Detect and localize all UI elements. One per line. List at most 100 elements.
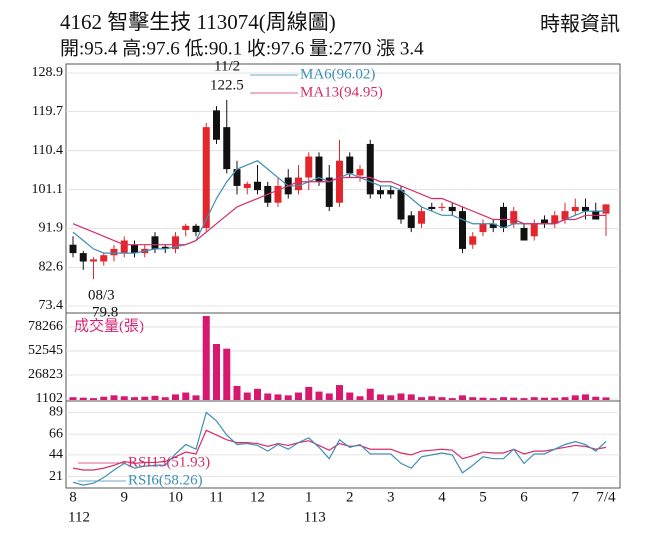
volume-bar [264,393,272,400]
volume-bar [438,397,446,400]
y-tick-label: 78266 [28,319,63,334]
volume-bar [459,395,466,400]
volume-bar [489,398,497,400]
candle-body [100,255,108,262]
volume-bar [182,392,190,400]
candle-body [274,185,282,203]
volume-bar [356,396,364,400]
x-tick-label: 5 [479,489,487,505]
volume-bar [305,386,313,400]
candle-body [192,225,200,233]
candle-body [479,223,487,233]
x-tick-label: 11 [209,489,223,505]
volume-bar [346,392,354,400]
x-tick-label: 9 [121,489,129,505]
source: 時報資訊 [540,13,620,36]
candle-body [356,169,364,176]
line [72,411,607,486]
y-tick-label: 119.7 [32,104,63,119]
volume-bar [602,397,610,400]
x-tick-label: 6 [520,489,528,505]
candle-body [295,177,302,191]
volume-bar [397,393,405,400]
volume-bar [551,397,559,400]
candle-body [387,190,395,195]
x-tick-label: 7/4 [596,489,616,505]
y-tick-label: 91.9 [39,221,64,236]
candle-body [325,177,333,207]
candle-body [151,236,159,249]
frame [65,63,621,489]
legend-label: MA6(96.02) [300,66,375,82]
candle-body [377,190,384,195]
volume-bar [192,395,200,400]
candle-body [315,156,323,182]
candle-body [366,143,374,195]
candle-body [69,244,77,254]
volume-bar [530,397,538,400]
candle-body [428,206,436,210]
y-tick-label: 82.6 [39,260,64,275]
volume-bar [592,396,600,400]
annotation: 08/3 [88,287,115,303]
volume-bar [172,394,179,400]
volume-bar [243,392,251,400]
candle-body [489,223,497,228]
volume-bar [377,394,384,400]
volume-bar [366,388,374,400]
volume-bar [254,388,261,400]
legend-label: RSI13(51.93) [128,454,210,470]
candle-body [510,211,518,224]
volume-bar [520,398,528,400]
volume-bar [223,348,231,400]
volume-bar [79,397,87,400]
candle-body [243,183,251,189]
summary: 開:95.4 高:97.6 低:90.1 收:97.6 量:2770 漲 3.4 [60,37,424,59]
volume-bar [161,397,169,400]
annotation: 122.5 [210,77,244,93]
volume-bar [131,397,138,400]
y-tick-label: 66 [49,426,63,441]
volume-bar [274,394,282,400]
candle-body [541,219,548,224]
candle-body [407,215,415,228]
legend-label: RSI6(58.26) [128,472,203,488]
volume-bar [428,396,436,400]
x-tick-label: 10 [168,489,183,505]
volume-label: 成交量(張) [74,316,144,334]
y-tick-label: 101.1 [32,182,64,197]
candle-body [233,169,241,186]
candle-body [448,206,456,212]
annotation: 79.8 [92,304,118,320]
y-tick-label: 128.9 [32,65,64,80]
y-tick-label: 44 [49,447,63,462]
candle-body [254,181,261,191]
candle-body [182,225,190,231]
line [72,429,607,471]
x-tick-label: 8 [69,489,77,505]
candle-body [602,204,610,214]
y-tick-label: 110.4 [32,143,63,158]
y-tick-label: 1102 [36,391,63,406]
x-tick-label: 3 [387,489,395,505]
volume-bar [582,394,589,400]
volume-bar [407,394,415,400]
candle-body [120,240,128,254]
candle-body [110,248,118,256]
volume-bar [151,395,159,400]
chart-title: 4162 智擊生技 113074(周線圖) [60,10,336,34]
volume-bar [325,393,333,400]
volume-bar [448,398,456,400]
x-year-label: 113 [304,509,326,525]
candle-body [469,236,477,245]
volume-bar [561,397,569,400]
y-tick-label: 52545 [28,343,63,358]
volume-bar [100,396,108,400]
y-tick-label: 89 [49,405,63,420]
volume-bar [233,386,241,400]
candle-body [79,253,87,262]
annotation: 11/2 [214,58,240,74]
candle-body [202,127,210,228]
y-tick-label: 26823 [28,367,63,382]
